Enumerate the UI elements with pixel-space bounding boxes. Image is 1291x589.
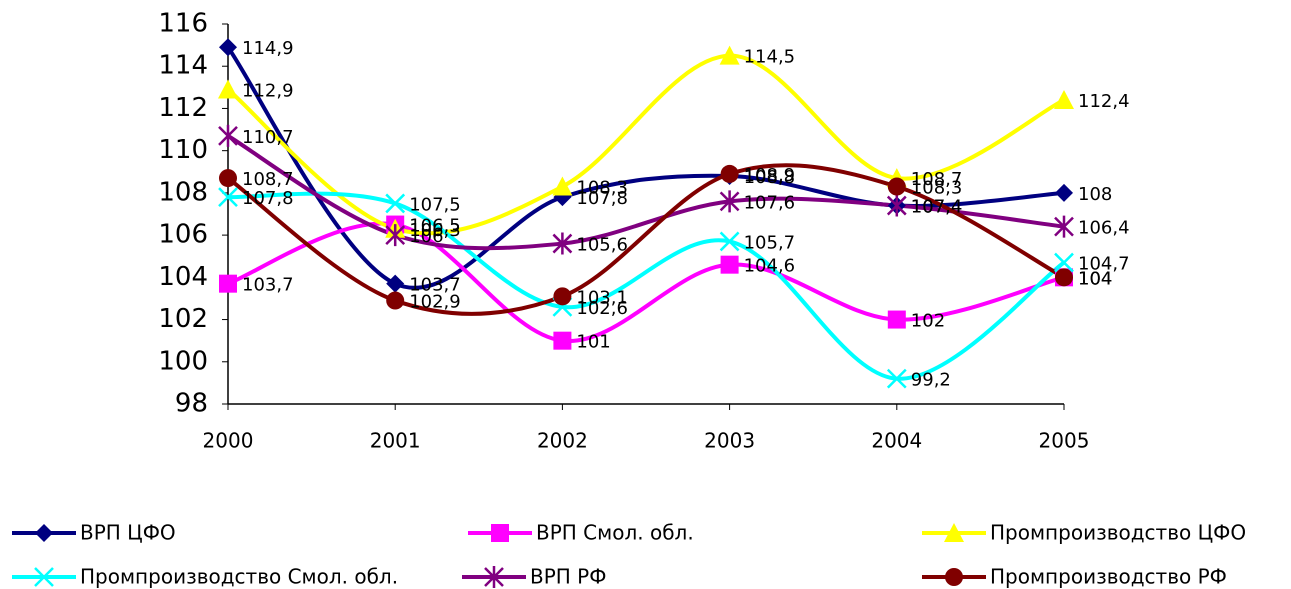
- data-point: [1054, 215, 1074, 238]
- data-point: [887, 310, 906, 329]
- data-point: [552, 176, 573, 196]
- data-point: [887, 177, 906, 196]
- data-point: [385, 224, 406, 247]
- data-label: 106,5: [409, 216, 461, 237]
- data-label: 102,9: [409, 292, 461, 313]
- data-label: 104: [1078, 268, 1112, 289]
- data-point: [386, 291, 405, 310]
- legend-marker: [35, 524, 53, 542]
- data-point: [720, 164, 739, 183]
- data-label: 107,8: [576, 188, 628, 209]
- data-label: 104: [1078, 268, 1112, 289]
- y-tick-label: 102: [158, 304, 208, 334]
- legend-label: ВРП РФ: [530, 565, 606, 589]
- data-point: [218, 79, 238, 99]
- data-point: [218, 124, 238, 147]
- legend-marker: [34, 567, 54, 587]
- y-tick-label: 112: [158, 93, 208, 123]
- data-label: 104,7: [1078, 254, 1130, 275]
- legend-label: Промпроизводство РФ: [990, 565, 1227, 589]
- data-label: 104,6: [744, 256, 796, 277]
- data-point: [553, 331, 572, 350]
- data-label: 105,7: [744, 232, 796, 253]
- y-tick-label: 104: [158, 262, 208, 292]
- series-line: [226, 46, 1065, 290]
- data-point: [1054, 252, 1074, 273]
- x-tick-label: 2005: [1039, 429, 1090, 453]
- data-point: [1055, 183, 1073, 202]
- series-line: [226, 134, 1065, 251]
- data-point: [385, 193, 406, 214]
- legend-label: Промпроизводство Смол. обл.: [80, 565, 398, 589]
- x-tick-label: 2001: [370, 429, 421, 453]
- data-point: [553, 287, 572, 306]
- data-point: [1054, 90, 1074, 109]
- data-label: 105,6: [576, 235, 628, 256]
- data-label: 114,5: [744, 47, 796, 68]
- data-label: 107,6: [744, 192, 796, 213]
- data-point: [219, 38, 237, 57]
- series-line: [227, 191, 1066, 381]
- data-label: 106: [409, 226, 443, 247]
- data-label: 103,1: [576, 287, 628, 308]
- legend-marker: [484, 566, 504, 588]
- data-point: [218, 187, 238, 207]
- y-tick-label: 98: [175, 389, 208, 419]
- data-label: 107,8: [242, 188, 294, 209]
- data-point: [719, 45, 740, 65]
- data-point: [1055, 268, 1073, 287]
- data-label: 101: [576, 332, 610, 353]
- y-tick-label: 106: [158, 220, 208, 250]
- data-point: [886, 194, 907, 217]
- legend-label: Промпроизводство ЦФО: [990, 521, 1246, 545]
- x-tick-label: 2000: [203, 429, 254, 453]
- x-tick-label: 2003: [704, 429, 755, 453]
- data-label: 106,4: [1078, 218, 1130, 239]
- data-label: 106,3: [409, 220, 461, 241]
- legend-marker: [491, 524, 509, 542]
- data-point: [386, 274, 405, 293]
- data-label: 108: [1078, 184, 1112, 205]
- data-label: 103,7: [242, 275, 294, 296]
- data-label: 112,9: [242, 80, 294, 101]
- data-label: 108,8: [744, 167, 796, 188]
- data-label: 112,4: [1078, 91, 1130, 112]
- data-label: 103,7: [409, 275, 461, 296]
- data-point: [219, 169, 237, 188]
- data-label: 108,3: [576, 178, 628, 199]
- data-point: [720, 255, 739, 274]
- legend-label: ВРП Смол. обл.: [536, 521, 694, 545]
- y-tick-label: 116: [158, 9, 208, 39]
- legend-label: ВРП ЦФО: [80, 521, 176, 545]
- y-tick-label: 108: [158, 177, 208, 207]
- data-label: 108,7: [242, 169, 294, 190]
- data-label: 108,9: [744, 165, 796, 186]
- data-point: [219, 274, 237, 293]
- legend-marker: [945, 568, 963, 586]
- data-point: [886, 368, 907, 389]
- series-line: [226, 163, 1065, 316]
- data-label: 107,4: [911, 197, 963, 218]
- data-label: 102,6: [576, 298, 628, 319]
- legend-marker: [944, 523, 964, 542]
- y-tick-label: 114: [158, 51, 208, 81]
- data-point: [719, 231, 740, 252]
- x-tick-label: 2002: [537, 429, 588, 453]
- data-point: [552, 232, 573, 255]
- data-label: 114,9: [242, 38, 294, 59]
- data-label: 99,2: [911, 370, 951, 391]
- data-point: [719, 190, 740, 213]
- data-label: 107,5: [409, 194, 461, 215]
- data-label: 108,7: [911, 169, 963, 190]
- y-tick-label: 100: [158, 346, 208, 376]
- data-label: 110,7: [242, 127, 294, 148]
- x-tick-label: 2004: [871, 429, 922, 453]
- data-label: 102: [911, 311, 945, 332]
- data-label: 107,4: [911, 197, 963, 218]
- y-tick-label: 110: [158, 135, 208, 165]
- series-line: [226, 53, 1065, 236]
- data-label: 108,3: [911, 178, 963, 199]
